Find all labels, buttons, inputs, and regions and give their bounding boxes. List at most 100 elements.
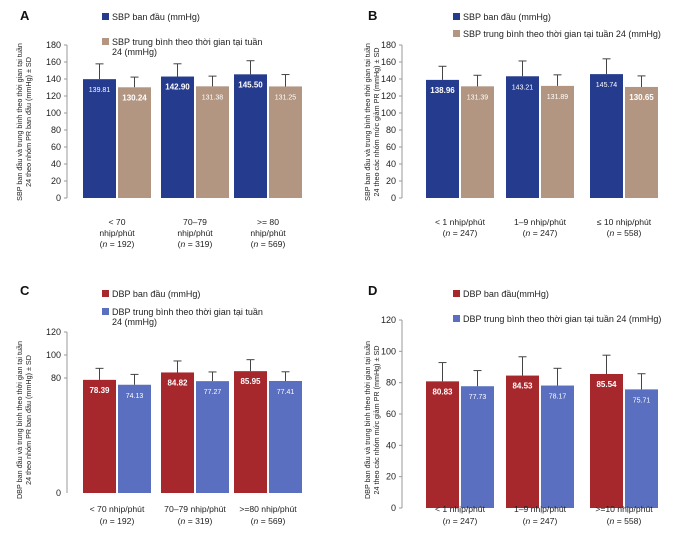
y-tick-label: 160 [381, 57, 396, 67]
y-axis-label: DBP ban đầu và trung bình theo thời gian… [363, 341, 381, 499]
y-tick-label: 60 [386, 142, 396, 152]
bar [541, 385, 574, 508]
y-axis-label-line: DBP ban đầu và trung bình theo thời gian… [363, 341, 372, 499]
y-axis-label-line: SBP ban đầu và trung bình theo thời gian… [363, 43, 372, 201]
x-category-label: 1–9 nhịp/phút [514, 217, 567, 227]
data-label: 80.83 [432, 387, 453, 396]
x-category-n-label: (n = 558) [607, 228, 642, 238]
y-tick-label: 100 [46, 108, 61, 118]
n-prefix: ( [100, 239, 103, 249]
data-label: 145.50 [238, 80, 263, 89]
y-tick-label: 100 [381, 108, 396, 118]
y-tick-label: 120 [381, 315, 396, 325]
data-label: 74.13 [126, 393, 144, 400]
bar [161, 76, 194, 198]
x-category-label: < 1 nhịp/phút [435, 504, 486, 514]
x-category-label: >=10 nhịp/phút [595, 504, 653, 514]
legend-label: DBP trung bình theo thời gian tại tuần 2… [463, 314, 661, 324]
y-tick-label: 40 [386, 159, 396, 169]
data-label: 75.71 [633, 397, 651, 404]
n-var: n [254, 239, 259, 249]
panel-b: B SBP ban đầu và trung bình theo thời gia… [363, 8, 661, 238]
y-tick-label: 0 [391, 193, 396, 203]
x-category-n-label: (n = 569) [251, 516, 286, 526]
y-axis-label-line: 24 theo nhóm PR ban đầu (mmHg) ± SD [24, 355, 33, 485]
bar [506, 375, 539, 508]
legend-label: DBP ban đầu(mmHg) [463, 289, 549, 299]
n-value: = 319) [185, 239, 212, 249]
n-prefix: ( [178, 239, 181, 249]
data-label: 84.53 [512, 382, 533, 391]
n-value: = 192) [107, 516, 134, 526]
panel-c: C DBP ban đầu và trung bình theo thời gia… [15, 283, 302, 526]
y-tick-label: 0 [56, 193, 61, 203]
y-tick-label: 40 [386, 440, 396, 450]
panel-a: A SBP ban đầu và trung bình theo thời gia… [15, 8, 302, 249]
legend-swatch [102, 38, 109, 45]
y-tick-label: 180 [46, 40, 61, 50]
x-category-n-label: (n = 247) [443, 516, 478, 526]
legend-label: DBP trung bình theo thời gian tại tuần [112, 307, 263, 317]
n-value: = 247) [530, 228, 557, 238]
data-label: 77.27 [204, 389, 222, 396]
data-label: 131.25 [275, 94, 297, 101]
y-tick-label: 40 [51, 159, 61, 169]
panel-label: A [20, 8, 30, 23]
x-category-label: 70–79 [183, 217, 207, 227]
panel-label: C [20, 283, 30, 298]
n-prefix: ( [178, 516, 181, 526]
bar [234, 74, 267, 198]
data-label: 139.81 [89, 87, 111, 94]
panel-d: D DBP ban đầu và trung bình theo thời gia… [363, 283, 661, 526]
data-label: 142.90 [165, 83, 190, 92]
y-axis-label: SBP ban đầu và trung bình theo thời gian… [363, 43, 381, 201]
n-var: n [103, 516, 108, 526]
bar [161, 372, 194, 493]
n-prefix: ( [443, 516, 446, 526]
bar [83, 379, 116, 493]
data-label: 78.17 [549, 394, 567, 401]
bar [118, 384, 151, 493]
data-label: 143.21 [512, 84, 534, 91]
legend-swatch [453, 290, 460, 297]
x-category-n-label: (n = 247) [523, 228, 558, 238]
data-label: 130.24 [122, 93, 147, 102]
x-category-n-label: (n = 319) [178, 516, 213, 526]
n-prefix: ( [443, 228, 446, 238]
y-tick-label: 140 [381, 74, 396, 84]
n-value: = 558) [614, 516, 641, 526]
legend-swatch [453, 13, 460, 20]
y-tick-label: 20 [386, 176, 396, 186]
n-prefix: ( [607, 516, 610, 526]
x-category-n-label: (n = 247) [523, 516, 558, 526]
bar [625, 389, 658, 508]
x-category-label: < 70 [109, 217, 126, 227]
bar [625, 86, 658, 198]
x-category-label: < 1 nhịp/phút [435, 217, 486, 227]
x-category-n-label: (n = 569) [251, 239, 286, 249]
y-tick-label: 120 [46, 327, 61, 337]
n-var: n [103, 239, 108, 249]
data-label: 85.95 [240, 377, 261, 386]
x-category-label: nhịp/phút [177, 228, 213, 238]
x-category-label: 1–9 nhịp/phút [514, 504, 567, 514]
legend-label: SBP trung bình theo thời gian tại tuần [112, 37, 262, 47]
y-axis-label: DBP ban đầu và trung bình theo thời gian… [15, 341, 33, 499]
x-category-n-label: (n = 192) [100, 239, 135, 249]
n-value: = 319) [185, 516, 212, 526]
data-label: 130.65 [629, 93, 654, 102]
data-label: 77.41 [277, 389, 295, 396]
y-tick-label: 120 [381, 91, 396, 101]
n-var: n [181, 516, 186, 526]
data-label: 138.96 [430, 86, 455, 95]
n-prefix: ( [523, 228, 526, 238]
data-label: 131.89 [547, 94, 569, 101]
n-prefix: ( [523, 516, 526, 526]
x-category-label: nhịp/phút [250, 228, 286, 238]
x-category-label: < 70 nhịp/phút [90, 504, 145, 514]
y-axis-label-line: 24 theo nhóm PR ban đầu (mmHg) ± SD [24, 57, 33, 187]
bar [118, 87, 151, 198]
y-tick-label: 0 [391, 503, 396, 513]
x-category-label: nhịp/phút [99, 228, 135, 238]
